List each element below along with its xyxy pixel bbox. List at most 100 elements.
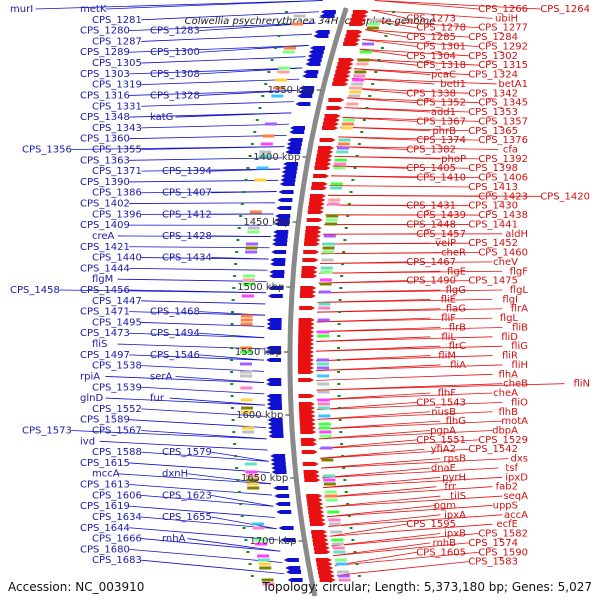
reverse-gene-mark: [278, 526, 294, 530]
category-band: [334, 162, 347, 166]
reverse-gene-mark: [270, 262, 286, 266]
category-band: [349, 90, 362, 94]
forward-gene-mark: [298, 362, 315, 366]
gene-label: CPS_1452: [468, 238, 518, 249]
gene-label: ecfE: [497, 519, 519, 530]
guide-dot: [337, 323, 341, 325]
gene-label: flhA: [499, 369, 519, 380]
category-band: [241, 410, 254, 414]
gene-label: CPS_1392: [478, 154, 528, 165]
category-band: [321, 458, 334, 462]
category-band: [325, 222, 338, 226]
label-connector: [334, 155, 441, 160]
label-connector: [346, 97, 417, 104]
forward-gene-mark: [315, 558, 332, 562]
category-band: [325, 218, 338, 222]
category-band: [240, 318, 253, 322]
gene-label: fliM: [438, 351, 456, 362]
gene-label: CPS_1342: [468, 88, 518, 99]
guide-dot: [232, 431, 236, 433]
gene-label: CPS_1264: [540, 4, 590, 15]
gene-label: CPS_1318: [416, 60, 466, 71]
label-connector: [326, 204, 407, 207]
gene-label: CPS_1497: [80, 350, 130, 361]
label-connector: [129, 134, 287, 140]
label-connector: [105, 0, 323, 10]
accession-label: Accession: NC_003910: [8, 580, 145, 594]
reverse-gene-mark: [287, 578, 303, 582]
reverse-gene-mark: [313, 34, 329, 38]
label-connector: [342, 116, 479, 122]
reverse-gene-mark: [270, 258, 286, 262]
gene-label: katG: [150, 112, 173, 123]
gene-label: rnhA: [162, 534, 186, 545]
gene-label: CPS_1574: [468, 538, 518, 549]
guide-dot: [230, 371, 234, 373]
category-band: [240, 362, 253, 366]
label-connector: [316, 336, 493, 342]
label-connector: [141, 365, 265, 372]
gene-label: CPS_1590: [478, 547, 528, 558]
label-connector: [211, 516, 277, 530]
category-band: [318, 406, 331, 410]
category-band: [322, 246, 335, 250]
guide-dot: [337, 359, 340, 361]
guide-dot: [339, 431, 343, 433]
guide-dot: [267, 71, 271, 73]
forward-gene-mark: [344, 38, 361, 42]
gene-label: CPS_1319: [92, 80, 142, 91]
label-connector: [316, 364, 441, 372]
forward-gene-mark: [318, 574, 335, 578]
category-band: [328, 518, 341, 522]
category-band: [262, 582, 275, 586]
category-band: [247, 230, 260, 234]
guide-dot: [349, 191, 353, 193]
guide-dot: [261, 95, 265, 97]
gene-label: flhB: [499, 407, 519, 418]
label-connector: [105, 376, 265, 384]
label-connector: [99, 440, 268, 451]
gene-label: CPS_1438: [478, 210, 528, 221]
forward-gene-mark: [308, 202, 325, 206]
gene-label: CPS_1406: [478, 173, 528, 184]
guide-dot: [347, 203, 351, 205]
label-connector: [129, 45, 309, 53]
category-band: [357, 58, 370, 62]
guide-dot: [277, 35, 281, 37]
label-connector: [105, 397, 265, 406]
gene-label: CPS_1458: [10, 285, 60, 296]
guide-dot: [231, 407, 235, 409]
gene-label: CPS_1338: [406, 88, 456, 99]
label-connector: [329, 523, 493, 537]
label-connector: [211, 494, 274, 507]
category-band: [332, 542, 345, 546]
guide-dot: [365, 107, 369, 109]
category-band: [242, 426, 255, 430]
label-connector: [141, 101, 294, 107]
category-band: [245, 474, 258, 478]
reverse-gene-mark: [271, 242, 287, 246]
reverse-gene-mark: [305, 62, 321, 66]
category-band: [325, 498, 338, 502]
guide-dot: [234, 263, 238, 265]
category-band: [291, 22, 304, 26]
category-band: [261, 578, 274, 582]
guide-dot: [362, 119, 366, 121]
reverse-gene-mark: [276, 510, 292, 514]
gene-label: phoP: [441, 154, 466, 165]
guide-dot: [380, 47, 384, 49]
gene-label: CPS_1382: [406, 145, 456, 156]
forward-gene-mark: [351, 14, 368, 18]
guide-dot: [242, 527, 246, 529]
category-band: [242, 278, 255, 282]
forward-gene-mark: [300, 438, 317, 442]
guide-dot: [230, 335, 234, 337]
guide-dot: [231, 299, 235, 301]
category-band: [338, 138, 351, 142]
guide-dot: [250, 575, 254, 577]
category-band: [260, 142, 273, 146]
guide-dot: [349, 527, 353, 529]
forward-gene-mark: [298, 338, 315, 342]
forward-gene-mark: [319, 578, 336, 582]
gene-label: CPS_1589: [80, 415, 130, 426]
